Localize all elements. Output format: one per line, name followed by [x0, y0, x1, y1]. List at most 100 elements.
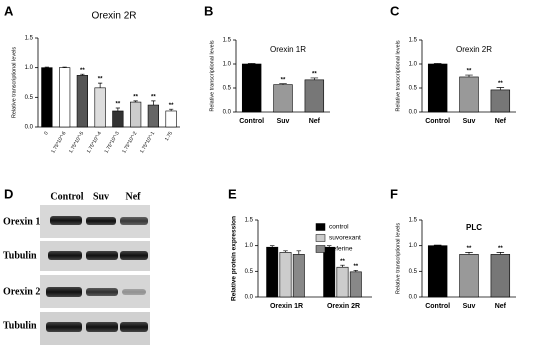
significance-label: **: [281, 77, 286, 83]
x-tick-label: Control: [425, 118, 450, 125]
significance-label: **: [98, 77, 103, 83]
x-tick-label: Nef: [309, 118, 321, 125]
y-tick-label: 1.0: [25, 65, 34, 71]
y-axis-label: Relative transcriptional levels: [11, 47, 17, 118]
significance-label: **: [312, 71, 317, 77]
x-tick-label: Orexin 1R: [270, 303, 303, 310]
bar: [130, 101, 142, 128]
x-tick-label: Control: [239, 118, 264, 125]
y-tick-label: 1.5: [409, 38, 418, 44]
lane-label: Suv: [93, 191, 109, 202]
bar: [58, 67, 71, 128]
y-tick-label: 0.5: [25, 95, 34, 101]
legend-label: neferine: [329, 246, 353, 253]
bar: [165, 110, 177, 128]
x-tick-label: Orexin 2R: [327, 303, 360, 310]
y-tick-label: 0.5: [409, 269, 418, 275]
significance-label: **: [498, 81, 503, 87]
y-tick-label: 0.0: [223, 110, 232, 116]
bar: [427, 63, 448, 113]
y-tick-label: 1.0: [245, 243, 254, 249]
chart-title: PLC: [466, 223, 482, 232]
bar: [292, 254, 305, 298]
y-tick-label: 0.0: [409, 295, 418, 301]
bar: [112, 110, 124, 128]
bar: [459, 76, 479, 113]
significance-label: **: [133, 94, 138, 100]
bar: [76, 75, 89, 128]
x-tick-label: Control: [425, 303, 450, 310]
bar: [490, 89, 511, 113]
lane-label: Nef: [126, 191, 142, 202]
error-bar: [326, 245, 332, 248]
bar: [490, 254, 511, 298]
significance-label: **: [80, 68, 85, 74]
significance-label: **: [467, 246, 472, 252]
y-tick-label: 0.0: [409, 110, 418, 116]
x-tick-label: Suv: [463, 118, 476, 125]
y-axis-label: Relative transcriptional levels: [395, 223, 401, 294]
significance-label: **: [498, 246, 503, 252]
error-bar: [133, 100, 138, 103]
y-tick-label: 0.5: [223, 86, 232, 92]
error-bar: [168, 108, 174, 111]
panel-label: F: [390, 186, 398, 201]
x-tick-label: Suv: [463, 303, 476, 310]
bar: [323, 246, 336, 298]
legend-swatch: [315, 223, 326, 231]
error-bar: [97, 82, 103, 88]
x-tick-label: 1.75*10^-5: [68, 130, 85, 154]
significance-label: **: [151, 94, 156, 100]
panel-label: E: [228, 186, 237, 201]
x-tick-label: 1.75*10^-1: [139, 130, 156, 154]
error-bar: [269, 245, 275, 248]
x-tick-label: 1.75*10^-3: [104, 130, 121, 154]
bar: [349, 271, 362, 298]
row-label: Orexin 1: [3, 216, 40, 227]
error-bar: [465, 74, 473, 77]
bar: [336, 266, 349, 298]
error-bar: [296, 250, 302, 255]
x-tick-label: Nef: [495, 118, 507, 125]
y-tick-label: 0.5: [245, 269, 254, 275]
bar: [241, 63, 262, 113]
error-bar: [151, 100, 156, 106]
panel-label: B: [204, 3, 213, 18]
error-bar: [115, 107, 121, 111]
error-bar: [340, 264, 345, 268]
significance-label: **: [116, 102, 121, 108]
x-tick-label: Nef: [495, 303, 507, 310]
y-tick-label: 1.5: [245, 218, 254, 224]
lane-label: Control: [50, 191, 83, 202]
error-bar: [353, 269, 359, 272]
error-bar: [310, 77, 319, 80]
legend-swatch: [315, 245, 326, 253]
y-tick-label: 1.0: [409, 62, 418, 68]
bar: [147, 104, 160, 128]
y-axis-label: Relative transcriptional levels: [209, 40, 215, 111]
x-tick-label: 1.75*10^-2: [121, 130, 138, 154]
y-tick-label: 1.5: [223, 38, 232, 44]
error-bar: [465, 251, 473, 255]
x-tick-label: 0: [43, 130, 50, 136]
error-bar: [279, 83, 287, 85]
bar: [94, 87, 106, 128]
error-bar: [496, 87, 505, 90]
bar: [279, 252, 292, 298]
chart-title: Orexin 1R: [270, 45, 306, 54]
chart-title: Orexin 2R: [456, 45, 492, 54]
panel-label: D: [4, 186, 13, 201]
y-tick-label: 0.0: [245, 295, 254, 301]
row-label: Tubulin: [3, 320, 37, 331]
bar: [266, 246, 279, 298]
significance-label: **: [353, 264, 358, 270]
bar: [304, 79, 325, 113]
bar: [273, 84, 293, 113]
y-tick-label: 1.5: [409, 218, 418, 224]
row-label: Tubulin: [3, 250, 37, 261]
x-tick-label: 1.75*10^-6: [50, 130, 67, 154]
chart-title: Orexin 2R: [91, 11, 136, 22]
error-bar: [80, 73, 85, 76]
panel-label: A: [4, 3, 14, 18]
